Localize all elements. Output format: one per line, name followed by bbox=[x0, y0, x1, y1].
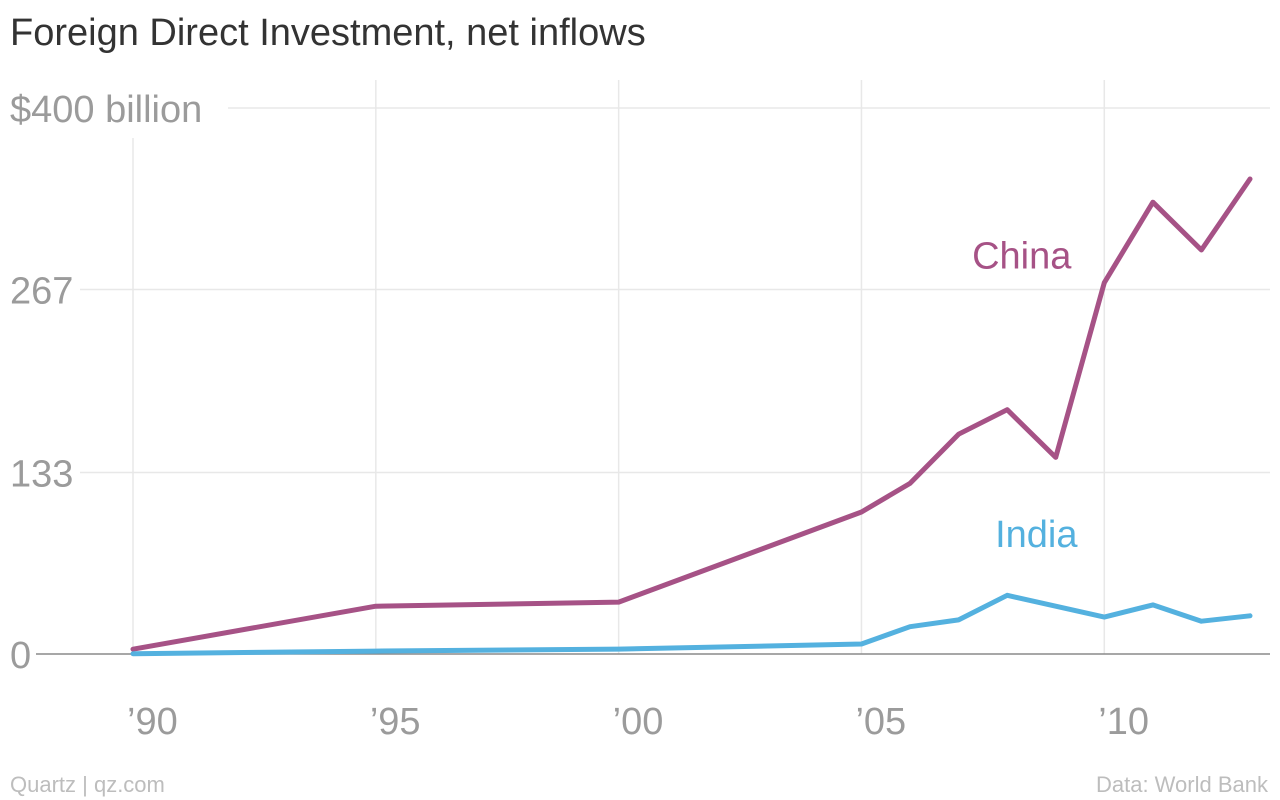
series-label-china: China bbox=[972, 236, 1072, 278]
x-tick-label: ’95 bbox=[370, 701, 421, 743]
x-tick-label: ’10 bbox=[1098, 701, 1149, 743]
series-line-china bbox=[130, 176, 1253, 652]
series-line-india bbox=[130, 592, 1253, 657]
chart-title: Foreign Direct Investment, net inflows bbox=[10, 12, 646, 54]
x-tick-label: ’00 bbox=[613, 701, 664, 743]
label-layer: China India bbox=[972, 236, 1078, 556]
series-label-india: India bbox=[995, 514, 1078, 556]
series-layer bbox=[130, 176, 1253, 657]
y-tick-label: 267 bbox=[10, 271, 73, 313]
y-tick-label: 133 bbox=[10, 453, 73, 495]
axis-layer: 0 133 267 $400 billion ’90 ’95 ’00 ’05 ’10 bbox=[10, 89, 1149, 743]
source-text: Data: World Bank bbox=[1095, 772, 1268, 797]
grid-layer bbox=[36, 80, 1270, 655]
x-tick-label: ’05 bbox=[855, 701, 906, 743]
credit-text: Quartz | qz.com bbox=[10, 772, 165, 797]
y-tick-label: 0 bbox=[10, 635, 31, 677]
x-tick-label: ’90 bbox=[127, 701, 178, 743]
y-tick-label: $400 billion bbox=[10, 89, 202, 131]
